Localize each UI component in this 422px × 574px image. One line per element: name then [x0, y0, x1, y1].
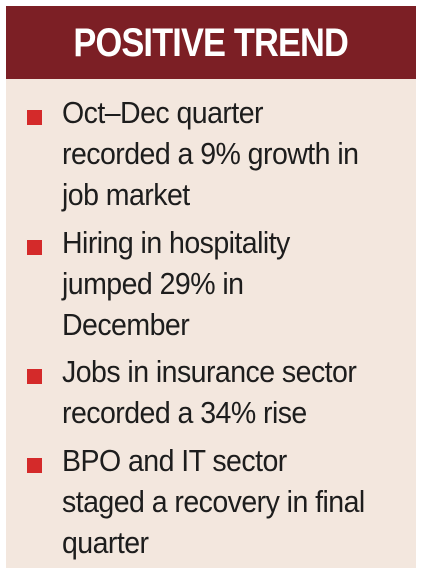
square-bullet-icon — [27, 458, 42, 473]
list-item-text: BPO and IT sector staged a recovery in f… — [62, 443, 365, 560]
card-title: POSITIVE TREND — [73, 20, 350, 65]
square-bullet-icon — [27, 110, 42, 125]
list-item-text: Jobs in insurance sector recorded a 34% … — [62, 354, 357, 430]
square-bullet-icon — [27, 240, 42, 255]
list-item-text: Hiring in hospitality jumped 29% in Dece… — [62, 225, 290, 342]
positive-trend-card: POSITIVE TREND Oct–Dec quarter recorded … — [6, 6, 416, 568]
square-bullet-icon — [27, 369, 42, 384]
trend-list: Oct–Dec quarter recorded a 9% growth in … — [6, 79, 416, 560]
card-header: POSITIVE TREND — [6, 6, 416, 79]
list-item-text: Oct–Dec quarter recorded a 9% growth in … — [62, 95, 359, 212]
